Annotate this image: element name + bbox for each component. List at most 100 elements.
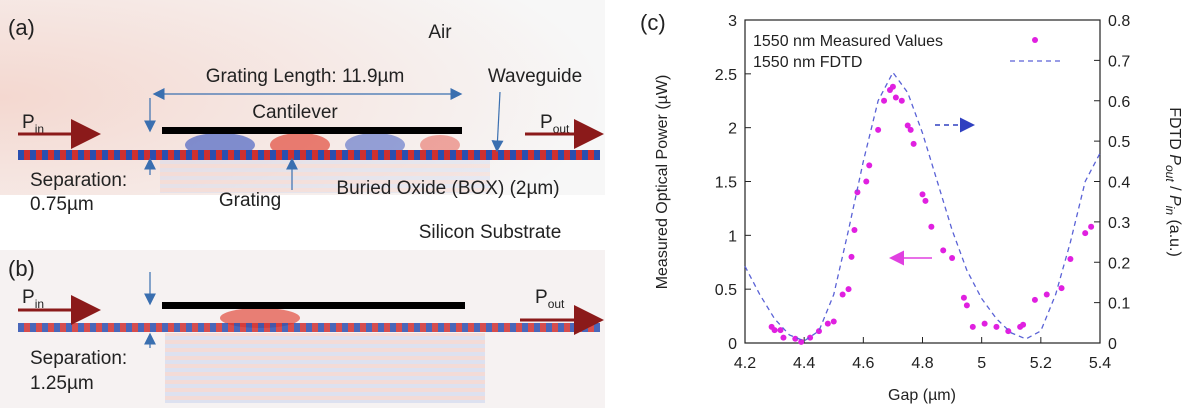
label: Silicon Substrate	[419, 222, 562, 243]
data-point	[919, 191, 926, 198]
cantilever	[162, 302, 465, 309]
waveguide	[18, 323, 600, 332]
data-point	[898, 97, 905, 104]
y-tick-label: 1	[728, 228, 737, 245]
data-point	[845, 286, 852, 293]
data-point	[780, 334, 787, 341]
label: Waveguide	[488, 66, 582, 87]
label: P	[535, 287, 548, 308]
panel-a: (a) Air Grating Length: 11.9µm Waveguide…	[0, 0, 605, 243]
data-point	[777, 327, 784, 334]
label: /	[1166, 186, 1183, 191]
data-point	[854, 189, 861, 196]
field-pattern	[165, 333, 485, 403]
series-line	[744, 71, 1101, 342]
data-point	[881, 97, 888, 104]
p-in: Pin	[22, 287, 44, 311]
data-point	[940, 247, 947, 254]
data-point	[792, 335, 799, 342]
data-point	[981, 320, 988, 327]
y2-tick-label: 0.6	[1108, 94, 1130, 111]
y-tick-label: 1.5	[715, 175, 737, 192]
data-point	[963, 302, 970, 309]
label: out	[1163, 165, 1177, 182]
panel-b: (b) Pin Pout Separation: 1.25µm	[0, 250, 605, 408]
arrow	[491, 91, 504, 153]
data-point	[949, 254, 956, 261]
panel-label: (a)	[8, 15, 35, 40]
data-point	[904, 122, 911, 129]
data-point	[1088, 223, 1095, 230]
data-point	[969, 323, 976, 330]
y2-tick-label: 0.1	[1108, 296, 1130, 313]
y-tick-label: 3	[728, 13, 737, 30]
x-tick-label: 5.2	[1030, 355, 1052, 372]
label: Cantilever	[252, 102, 338, 123]
y-tick-label: 2.5	[715, 67, 737, 84]
data-point	[824, 320, 831, 327]
label: P	[22, 287, 35, 308]
y2-tick-label: 0.3	[1108, 215, 1130, 232]
y-tick-label: 0	[728, 336, 737, 353]
data-point	[807, 334, 814, 341]
x-tick-label: 5	[977, 355, 986, 372]
label: P	[540, 112, 553, 133]
label: Grating	[219, 190, 281, 211]
data-point	[1067, 256, 1074, 263]
x-tick-label: 4.4	[793, 355, 815, 372]
legend-label: 1550 nm Measured Values	[753, 33, 943, 50]
data-point	[928, 223, 935, 230]
label: P	[1166, 195, 1183, 206]
y-tick-label: 2	[728, 121, 737, 138]
y-axis-label: Measured Optical Power (µW)	[654, 75, 671, 290]
label: out	[548, 297, 565, 311]
data-point	[1005, 328, 1012, 335]
data-point	[1043, 291, 1050, 298]
label: P	[1166, 154, 1183, 165]
legend-marker	[1032, 37, 1038, 43]
y2-axis-label: FDTD Pout / Pin (a.u.)	[1162, 107, 1183, 257]
label: Grating Length: 11.9µm	[206, 66, 405, 87]
data-point	[839, 291, 846, 298]
label: in	[35, 297, 44, 311]
x-axis-label: Gap (µm)	[888, 387, 956, 404]
p-in: Pin	[22, 112, 44, 136]
data-point	[848, 253, 855, 260]
chart: (c) Gap (µm) Measured Optical Power (µW)…	[640, 10, 1183, 404]
data-point	[863, 178, 870, 185]
data-point	[815, 328, 822, 335]
data-point	[993, 323, 1000, 330]
data-point	[922, 197, 929, 204]
data-point	[1082, 230, 1089, 237]
data-point	[798, 338, 805, 345]
data-point	[892, 94, 899, 101]
x-tick-label: 4.6	[852, 355, 874, 372]
label: Separation:	[30, 170, 127, 191]
waveguide	[18, 150, 600, 160]
data-point	[830, 318, 837, 325]
data-point	[907, 126, 914, 133]
label: Air	[428, 22, 452, 43]
data-point	[1020, 321, 1027, 328]
label: 0.75µm	[30, 194, 94, 215]
panel-label: (c)	[640, 10, 666, 35]
data-point	[866, 162, 873, 169]
label: in	[35, 122, 44, 136]
cantilever	[162, 127, 462, 134]
y2-tick-label: 0.8	[1108, 13, 1130, 30]
y-tick-label: 0.5	[715, 282, 737, 299]
label: Separation:	[30, 348, 127, 369]
y2-tick-label: 0.7	[1108, 53, 1130, 70]
data-point	[851, 226, 858, 233]
p-out: Pout	[535, 287, 565, 311]
y2-tick-label: 0.5	[1108, 134, 1130, 151]
panel-label: (b)	[8, 256, 35, 281]
label: Buried Oxide (BOX) (2µm)	[336, 178, 559, 199]
x-tick-label: 4.8	[911, 355, 933, 372]
label: P	[22, 112, 35, 133]
data-point	[889, 83, 896, 90]
y2-tick-label: 0	[1108, 336, 1117, 353]
data-point	[960, 294, 967, 301]
x-tick-label: 4.2	[734, 355, 756, 372]
